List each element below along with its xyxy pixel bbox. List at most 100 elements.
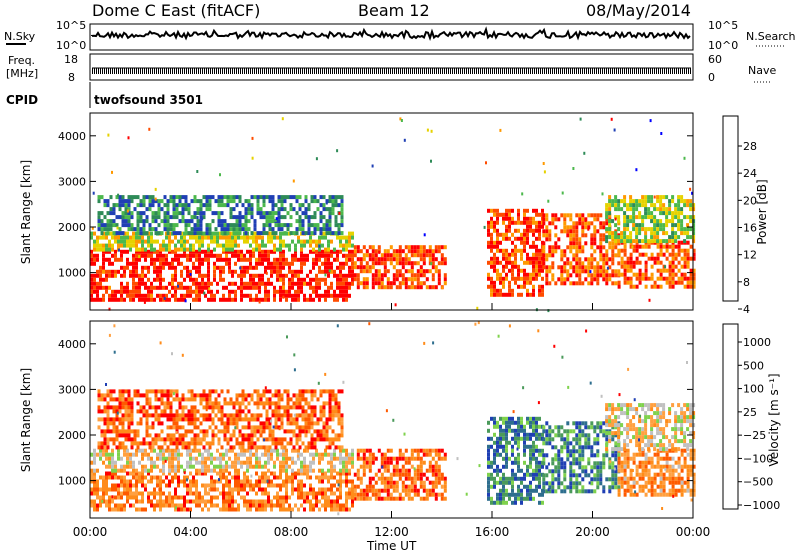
data-cell bbox=[127, 211, 131, 216]
data-cell bbox=[611, 249, 615, 254]
data-cell bbox=[231, 281, 234, 286]
data-cell bbox=[371, 281, 375, 286]
data-cell bbox=[517, 264, 520, 269]
data-cell bbox=[238, 393, 242, 398]
data-cell bbox=[240, 448, 243, 453]
data-cell bbox=[273, 503, 276, 508]
data-cell bbox=[108, 464, 111, 469]
data-cell bbox=[428, 464, 432, 469]
data-cell bbox=[249, 499, 252, 504]
data-cell bbox=[288, 269, 291, 274]
data-cell bbox=[133, 429, 137, 434]
data-cell bbox=[153, 247, 156, 252]
data-cell bbox=[286, 397, 290, 402]
data-cell bbox=[207, 297, 210, 302]
data-cell bbox=[653, 256, 657, 261]
data-cell bbox=[111, 235, 114, 240]
data-cell bbox=[130, 413, 134, 418]
data-cell bbox=[404, 281, 408, 286]
data-cell bbox=[115, 405, 119, 410]
data-cell bbox=[177, 281, 180, 286]
data-cell bbox=[635, 207, 639, 212]
data-cell bbox=[340, 219, 344, 224]
data-cell bbox=[443, 456, 447, 461]
data-cell bbox=[151, 445, 155, 450]
data-cell bbox=[243, 487, 246, 492]
data-cell bbox=[644, 252, 648, 257]
data-cell bbox=[147, 265, 150, 270]
data-cell bbox=[310, 445, 314, 450]
data-cell bbox=[532, 228, 535, 233]
data-cell bbox=[650, 272, 654, 277]
data-cell bbox=[575, 245, 579, 250]
data-cell bbox=[686, 199, 690, 204]
data-cell bbox=[443, 245, 447, 250]
data-cell bbox=[165, 285, 168, 290]
data-cell bbox=[274, 425, 278, 430]
data-cell bbox=[517, 268, 520, 272]
data-cell bbox=[602, 273, 606, 278]
data-cell bbox=[532, 244, 535, 249]
data-cell bbox=[659, 239, 663, 244]
data-cell bbox=[231, 235, 234, 240]
data-cell bbox=[289, 429, 293, 434]
data-cell bbox=[304, 425, 308, 430]
data-cell bbox=[647, 239, 651, 244]
data-cell bbox=[228, 269, 231, 274]
data-cell bbox=[691, 191, 694, 195]
data-cell bbox=[325, 207, 329, 212]
data-cell bbox=[431, 253, 435, 258]
data-cell bbox=[348, 231, 351, 236]
data-cell bbox=[547, 309, 550, 313]
data-cell bbox=[303, 483, 306, 488]
data-cell bbox=[608, 207, 612, 212]
data-cell bbox=[223, 413, 227, 418]
data-cell bbox=[177, 495, 180, 500]
data-cell bbox=[398, 468, 402, 473]
data-cell bbox=[327, 452, 330, 457]
data-cell bbox=[333, 247, 336, 252]
data-cell bbox=[168, 289, 171, 294]
data-cell bbox=[211, 389, 215, 394]
data-cell bbox=[626, 239, 630, 244]
data-cell bbox=[204, 471, 207, 476]
data-cell bbox=[187, 429, 191, 434]
data-cell bbox=[653, 227, 657, 232]
data-cell bbox=[386, 480, 390, 485]
data-cell bbox=[548, 253, 552, 258]
data-cell bbox=[650, 199, 654, 204]
data-cell bbox=[154, 405, 158, 410]
data-cell bbox=[237, 235, 240, 240]
data-cell bbox=[147, 249, 150, 254]
data-cell bbox=[596, 265, 600, 270]
data-cell bbox=[334, 437, 338, 442]
data-cell bbox=[289, 441, 293, 446]
data-cell bbox=[554, 213, 558, 218]
data-cell bbox=[93, 297, 96, 302]
data-cell bbox=[288, 293, 291, 298]
data-cell bbox=[133, 393, 137, 398]
data-cell bbox=[252, 285, 255, 290]
data-cell bbox=[235, 215, 239, 220]
data-cell bbox=[575, 281, 579, 286]
data-cell bbox=[659, 219, 663, 224]
data-cell bbox=[635, 239, 639, 244]
data-cell bbox=[644, 268, 648, 273]
data-cell bbox=[330, 475, 333, 480]
data-cell bbox=[274, 218, 277, 222]
data-cell bbox=[183, 247, 186, 252]
data-cell bbox=[331, 429, 335, 434]
data-cell bbox=[626, 219, 630, 224]
data-cell bbox=[502, 216, 505, 221]
data-cell bbox=[286, 393, 290, 398]
data-cell bbox=[307, 227, 311, 232]
data-cell bbox=[596, 269, 600, 274]
data-cell bbox=[572, 281, 576, 286]
data-cell bbox=[251, 156, 254, 160]
data-cell bbox=[180, 253, 183, 258]
data-cell bbox=[659, 248, 663, 253]
data-cell bbox=[213, 456, 216, 461]
data-cell bbox=[629, 207, 633, 212]
data-cell bbox=[279, 231, 282, 236]
data-cell bbox=[496, 212, 499, 217]
